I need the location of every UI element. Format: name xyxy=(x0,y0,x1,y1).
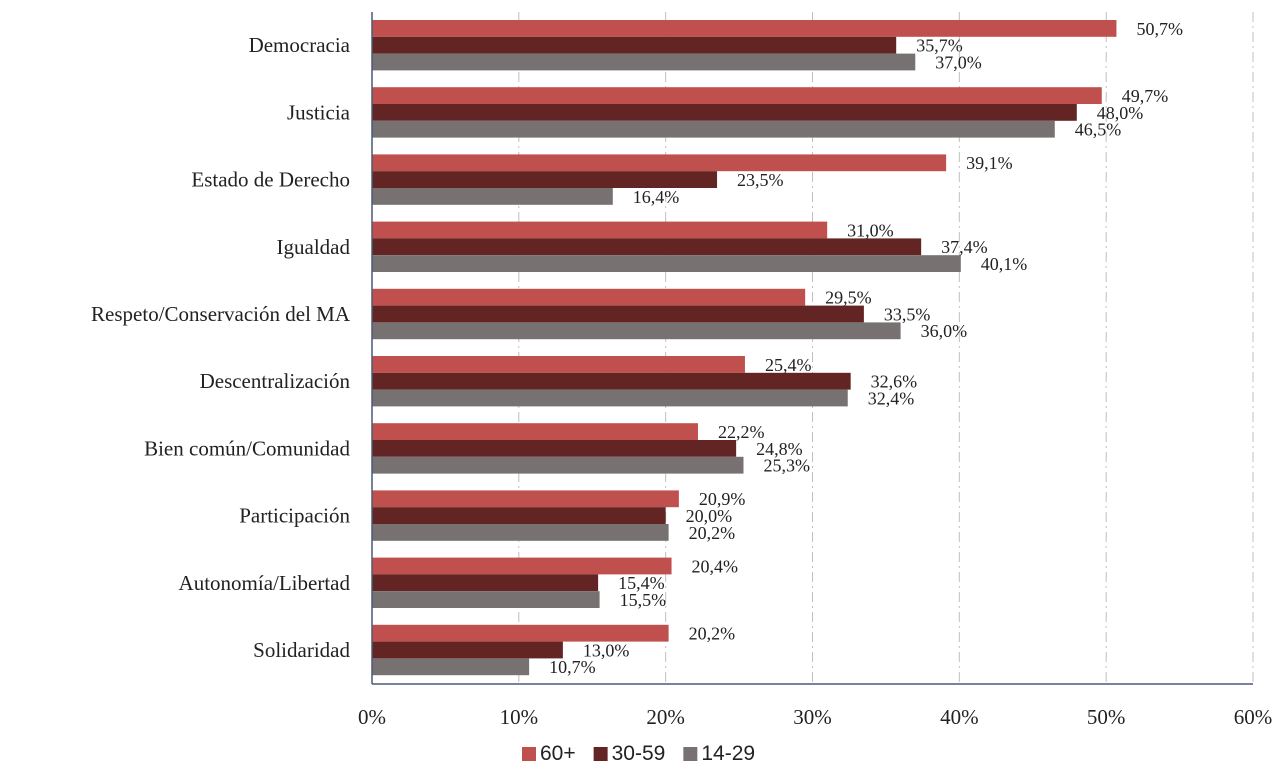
data-label: 48,0% xyxy=(1097,103,1144,123)
data-label: 37,4% xyxy=(941,237,988,257)
data-label: 20,2% xyxy=(689,523,736,543)
x-tick-label: 60% xyxy=(1234,705,1273,729)
data-label: 32,6% xyxy=(871,372,918,392)
bar xyxy=(372,372,851,390)
data-label: 15,4% xyxy=(618,573,665,593)
bar xyxy=(372,255,961,272)
bar xyxy=(372,423,698,440)
legend-label: 30-59 xyxy=(612,742,666,765)
bar xyxy=(372,524,669,541)
data-label: 46,5% xyxy=(1075,120,1122,140)
legend-swatch xyxy=(593,747,608,761)
category-label: Participación xyxy=(239,504,350,528)
bar xyxy=(372,36,897,54)
bar xyxy=(372,658,530,676)
bar xyxy=(372,305,864,323)
x-tick-label: 20% xyxy=(646,705,685,729)
data-label: 50,7% xyxy=(1136,19,1183,39)
data-label: 16,4% xyxy=(633,187,680,207)
category-label: Descentralización xyxy=(200,369,351,393)
bar xyxy=(372,624,669,642)
bar xyxy=(372,322,901,340)
data-label: 32,4% xyxy=(868,388,915,408)
legend-label: 60+ xyxy=(540,742,576,765)
data-label: 49,7% xyxy=(1122,86,1169,106)
bar xyxy=(372,389,848,407)
bars xyxy=(372,20,1117,676)
category-labels: Democracia Justicia Estado de Derecho Igual… xyxy=(91,33,351,662)
data-label: 25,3% xyxy=(763,456,810,476)
x-tick-label: 50% xyxy=(1087,705,1126,729)
category-label: Democracia xyxy=(249,33,351,57)
data-label: 10,7% xyxy=(549,657,596,677)
x-tick-label: 10% xyxy=(500,705,539,729)
data-label: 33,5% xyxy=(884,304,931,324)
data-label: 40,1% xyxy=(981,254,1028,274)
legend-label: 14-29 xyxy=(701,742,755,765)
data-label: 20,0% xyxy=(686,506,733,526)
bar xyxy=(372,440,737,457)
bar xyxy=(372,238,922,256)
bar xyxy=(372,53,916,71)
x-tick-label: 30% xyxy=(793,705,832,729)
bar xyxy=(372,288,806,306)
data-label: 13,0% xyxy=(583,640,630,660)
bar xyxy=(372,120,1055,138)
data-label: 37,0% xyxy=(935,52,982,72)
bar xyxy=(372,171,718,188)
data-label: 29,5% xyxy=(825,288,872,308)
data-label: 22,2% xyxy=(718,422,765,442)
data-label: 31,0% xyxy=(847,220,894,240)
legend: 60+ 30-59 14-29 xyxy=(522,742,755,765)
category-label: Respeto/Conservación del MA xyxy=(91,302,351,326)
bar xyxy=(372,507,666,524)
data-label: 20,4% xyxy=(692,556,739,576)
data-label: 36,0% xyxy=(921,321,968,341)
category-label: Solidaridad xyxy=(253,638,350,662)
category-label: Igualdad xyxy=(277,235,351,259)
x-tick-label: 40% xyxy=(940,705,979,729)
axes: 0% 10% 20% 30% 40% 50% 60% xyxy=(358,12,1272,729)
data-label: 15,5% xyxy=(620,590,667,610)
legend-swatch xyxy=(683,747,698,761)
data-label: 23,5% xyxy=(737,170,784,190)
data-label: 39,1% xyxy=(966,153,1013,173)
x-tick-label: 0% xyxy=(358,705,386,729)
data-label: 20,9% xyxy=(699,489,746,509)
bar xyxy=(372,154,947,172)
category-label: Bien común/Comunidad xyxy=(144,436,350,460)
bar xyxy=(372,574,599,592)
data-label: 35,7% xyxy=(916,36,963,56)
bar xyxy=(372,20,1117,37)
bar xyxy=(372,456,744,474)
bar xyxy=(372,356,745,373)
bar xyxy=(372,188,613,205)
bar xyxy=(372,87,1102,104)
category-label: Autonomía/Libertad xyxy=(179,571,351,595)
data-labels: 50,7% 35,7%37,0% 49,7%48,0%46,5% 39,1% 23,5%… xyxy=(549,19,1183,677)
bar xyxy=(372,557,672,575)
category-label: Justicia xyxy=(287,100,351,124)
bar xyxy=(372,221,828,239)
category-label: Estado de Derecho xyxy=(191,168,350,192)
bar xyxy=(372,490,679,508)
data-label: 24,8% xyxy=(756,439,803,459)
bar xyxy=(372,641,563,659)
bar xyxy=(372,591,600,608)
bar xyxy=(372,104,1077,121)
data-label: 20,2% xyxy=(689,624,736,644)
legend-swatch xyxy=(522,747,536,761)
data-label: 25,4% xyxy=(765,355,812,375)
